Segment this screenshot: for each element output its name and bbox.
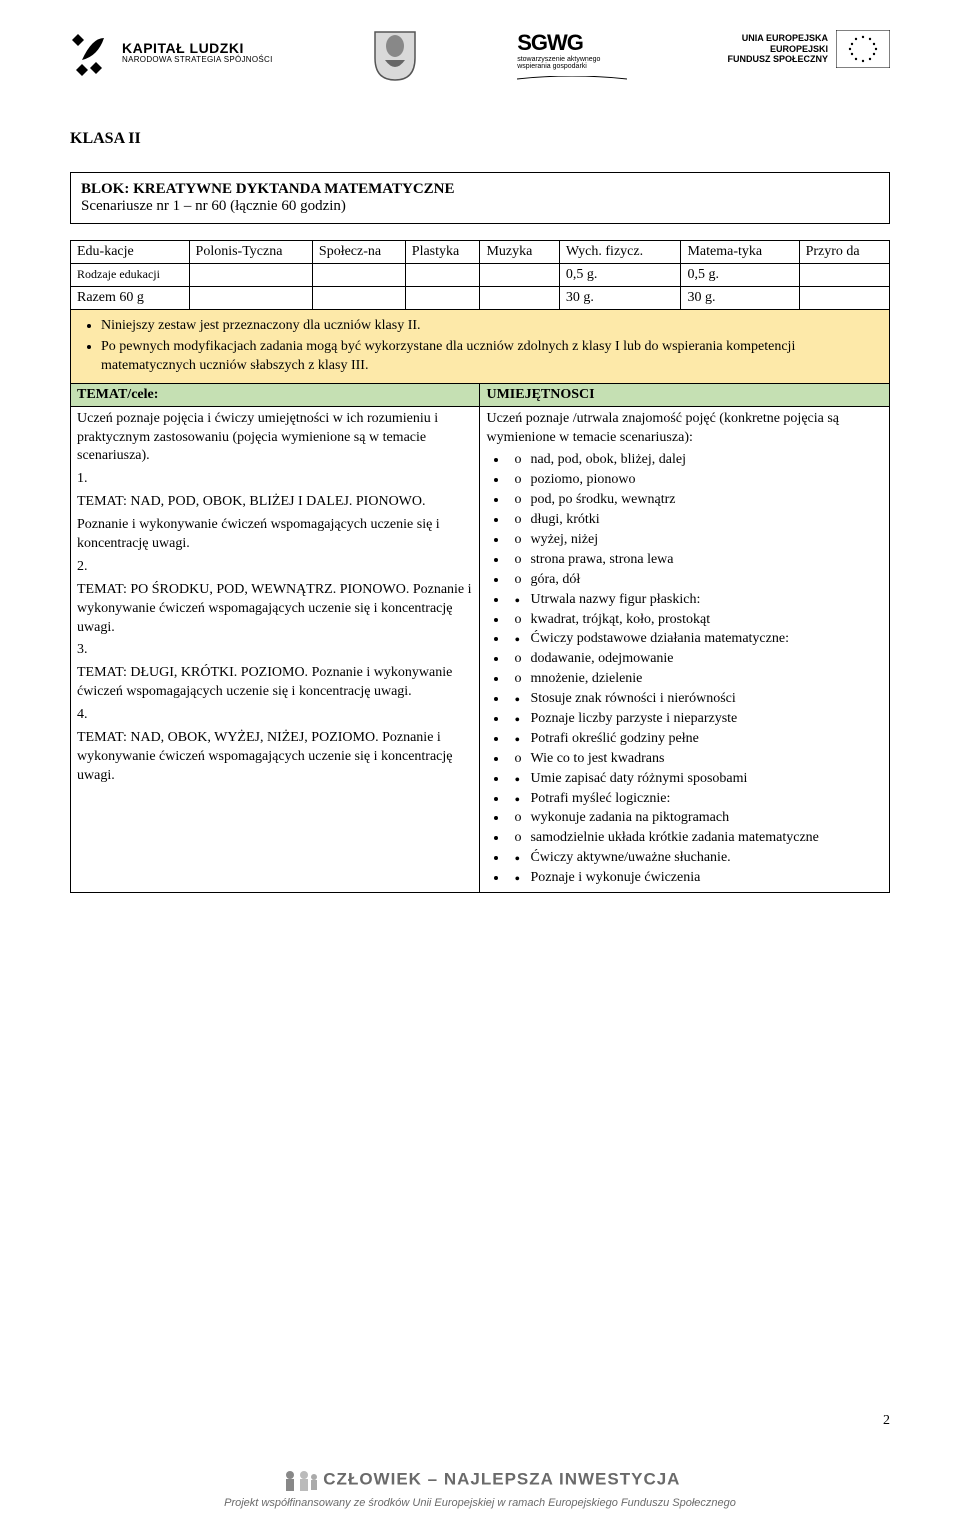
content-row: Uczeń poznaje pojęcia i ćwiczy umiejętno… <box>71 406 890 892</box>
right-list-item: wykonuje zadania na piktogramach <box>508 809 883 828</box>
footer-slogan: CZŁOWIEK – NAJLEPSZA INWESTYCJA <box>323 1469 680 1488</box>
header-logos: KAPITAŁ LUDZKI NARODOWA STRATEGIA SPÓJNO… <box>70 30 890 100</box>
right-list-item: Utrwala nazwy figur płaskich: <box>508 591 883 610</box>
sgwg-title: SGWG <box>517 30 627 56</box>
eu-line2: EUROPEJSKI <box>727 44 828 55</box>
eu-flag-icon <box>836 30 890 68</box>
blok-title: BLOK: KREATYWNE DYKTANDA MATEMATYCZNE <box>81 181 879 198</box>
right-list-item: samodzielnie układa krótkie zadania mate… <box>508 829 883 848</box>
green-header-row: TEMAT/cele: UMIEJĘTNOSCI <box>71 383 890 406</box>
klasa-heading: KLASA II <box>70 130 890 148</box>
right-list-item: długi, krótki <box>508 511 883 530</box>
logo-eu: UNIA EUROPEJSKA EUROPEJSKI FUNDUSZ SPOŁE… <box>727 30 890 68</box>
col-edukacje: Edu-kacje <box>71 241 190 264</box>
footer: CZŁOWIEK – NAJLEPSZA INWESTYCJA Projekt … <box>0 1467 960 1509</box>
green-right: UMIEJĘTNOSCI <box>480 383 890 406</box>
footer-sub: Projekt współfinansowany ze środków Unii… <box>0 1497 960 1509</box>
yellow-note-row: Niniejszy zestaw jest przeznaczony dla u… <box>71 310 890 384</box>
table-header-row: Edu-kacje Polonis-Tyczna Społecz-na Plas… <box>71 241 890 264</box>
col-plastyka: Plastyka <box>405 241 480 264</box>
blok-subtitle: Scenariusze nr 1 – nr 60 (łącznie 60 god… <box>81 198 879 215</box>
col-wychfiz: Wych. fizycz. <box>559 241 681 264</box>
right-list-item: mnożenie, dzielenie <box>508 670 883 689</box>
yellow-item-2: Po pewnych modyfikacjach zadania mogą by… <box>101 338 883 376</box>
right-list-item: Umie zapisać daty różnymi sposobami <box>508 770 883 789</box>
right-list-item: dodawanie, odejmowanie <box>508 650 883 669</box>
logo-kapital-ludzki: KAPITAŁ LUDZKI NARODOWA STRATEGIA SPÓJNO… <box>70 30 273 76</box>
eu-line1: UNIA EUROPEJSKA <box>727 33 828 44</box>
yellow-item-1: Niniejszy zestaw jest przeznaczony dla u… <box>101 317 883 336</box>
table-row-rodzaje: Rodzaje edukacji 0,5 g. 0,5 g. <box>71 264 890 287</box>
table-row-razem: Razem 60 g 30 g. 30 g. <box>71 287 890 310</box>
blok-box: BLOK: KREATYWNE DYKTANDA MATEMATYCZNE Sc… <box>70 172 890 224</box>
right-list-item: Poznaje liczby parzyste i nieparzyste <box>508 710 883 729</box>
col-przyroda: Przyro da <box>799 241 889 264</box>
right-list-item: Wie co to jest kwadrans <box>508 750 883 769</box>
row2-label: Rodzaje edukacji <box>71 264 190 287</box>
right-list-item: Potrafi myśleć logicznie: <box>508 790 883 809</box>
right-list-item: Ćwiczy podstawowe działania matematyczne… <box>508 630 883 649</box>
sgwg-underline-icon <box>517 76 627 82</box>
left-intro: Uczeń poznaje pojęcia i ćwiczy umiejętno… <box>77 410 473 467</box>
sgwg-sub2: wspierania gospodarki <box>517 63 627 70</box>
col-matematyka: Matema-tyka <box>681 241 799 264</box>
logo-sgwg: SGWG stowarzyszenie aktywnego wspierania… <box>517 30 627 87</box>
page-number: 2 <box>883 1413 890 1429</box>
green-left: TEMAT/cele: <box>71 383 480 406</box>
right-list-item: poziomo, pionowo <box>508 471 883 490</box>
logo1-sub: NARODOWA STRATEGIA SPÓJNOŚCI <box>122 56 273 65</box>
right-content-cell: Uczeń poznaje /utrwala znajomość pojęć (… <box>480 406 890 892</box>
row3-label: Razem 60 g <box>71 287 190 310</box>
left-content-cell: Uczeń poznaje pojęcia i ćwiczy umiejętno… <box>71 406 480 892</box>
right-list-item: góra, dół <box>508 571 883 590</box>
footer-people-icon <box>280 1467 320 1495</box>
logo1-title: KAPITAŁ LUDZKI <box>122 41 273 56</box>
right-list: nad, pod, obok, bliżej, dalejpoziomo, pi… <box>486 451 883 888</box>
right-list-item: nad, pod, obok, bliżej, dalej <box>508 451 883 470</box>
kapital-ludzki-icon <box>70 30 116 76</box>
right-intro: Uczeń poznaje /utrwala znajomość pojęć (… <box>486 410 883 448</box>
col-polonistyczna: Polonis-Tyczna <box>189 241 312 264</box>
hours-table: Edu-kacje Polonis-Tyczna Społecz-na Plas… <box>70 240 890 893</box>
eu-line3: FUNDUSZ SPOŁECZNY <box>727 54 828 65</box>
right-list-item: Stosuje znak równości i nierówności <box>508 690 883 709</box>
right-list-item: Ćwiczy aktywne/uważne słuchanie. <box>508 849 883 868</box>
right-list-item: kwadrat, trójkąt, koło, prostokąt <box>508 611 883 630</box>
right-list-item: pod, po środku, wewnątrz <box>508 491 883 510</box>
logo-shield <box>373 30 417 87</box>
right-list-item: Poznaje i wykonuje ćwiczenia <box>508 869 883 888</box>
right-list-item: strona prawa, strona lewa <box>508 551 883 570</box>
col-muzyka: Muzyka <box>480 241 559 264</box>
right-list-item: wyżej, niżej <box>508 531 883 550</box>
col-spoleczna: Społecz-na <box>312 241 405 264</box>
shield-icon <box>373 30 417 82</box>
sgwg-sub1: stowarzyszenie aktywnego <box>517 56 627 63</box>
right-list-item: Potrafi określić godziny pełne <box>508 730 883 749</box>
